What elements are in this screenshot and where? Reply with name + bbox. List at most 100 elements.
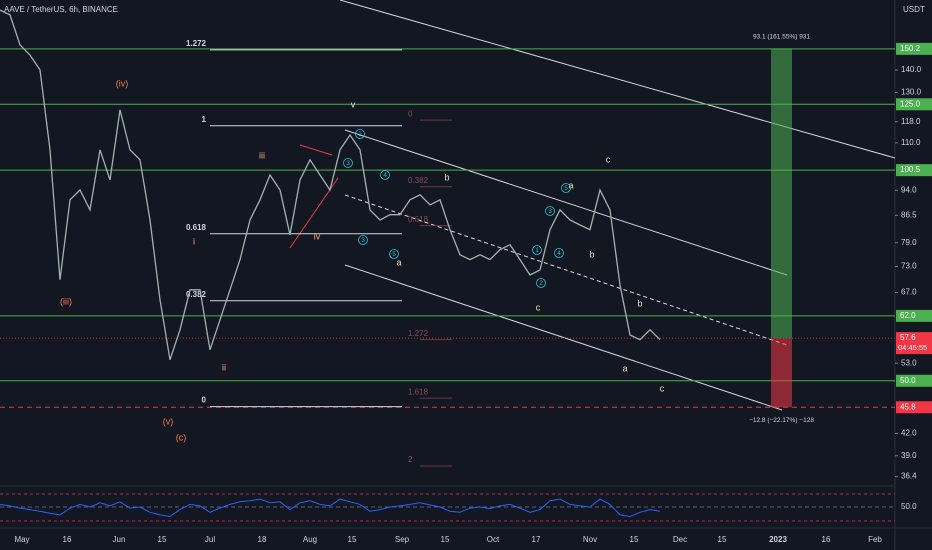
channel-line — [344, 264, 783, 411]
wave-label-circled: 3 — [548, 208, 552, 215]
fib-label: 1.272 — [186, 39, 207, 48]
wave-label-circled: 4 — [557, 250, 561, 257]
x-tick-label: Feb — [868, 535, 882, 544]
x-tick-label: 15 — [158, 535, 167, 544]
wave-circle — [380, 170, 390, 180]
drawings — [289, 0, 896, 411]
y-tick-label: 110.0 — [901, 138, 921, 147]
wave-circle — [561, 183, 571, 193]
fib-label: 0.618 — [186, 223, 207, 232]
red-line — [299, 144, 333, 156]
fib-label: 0 — [202, 396, 207, 405]
y-tick-label: 130.0 — [901, 88, 922, 97]
price-line-series — [0, 9, 661, 361]
wave-circle — [532, 245, 542, 255]
rsi-line — [0, 498, 661, 518]
fib-faded-label: 0.618 — [408, 215, 429, 224]
x-tick-label: 18 — [258, 535, 267, 544]
wave-circle — [389, 249, 399, 259]
wave-circle — [358, 235, 368, 245]
target-label: 93.1 (161.55%) 931 — [753, 34, 810, 41]
y-tick-label: 42.0 — [901, 429, 917, 438]
y-tick-label: 39.0 — [901, 451, 917, 460]
wave-label: i — [193, 236, 195, 246]
wave-label: (c) — [176, 432, 187, 442]
wave-circle — [536, 278, 546, 288]
wave-label-minor: c — [660, 383, 665, 393]
x-tick-label: 15 — [630, 535, 639, 544]
level-label: 125.0 — [900, 99, 921, 108]
wave-label: (v) — [163, 416, 174, 426]
wave-label-minor: c — [536, 302, 541, 312]
level-tag — [896, 98, 932, 111]
wave-label: (iv) — [116, 78, 129, 88]
level-tag — [896, 374, 932, 387]
fib-label: 1 — [202, 115, 207, 124]
wave-circle — [554, 248, 564, 258]
stop-tag — [896, 401, 932, 414]
wave-label-minor: c — [606, 154, 611, 164]
x-tick-label: 15 — [441, 535, 450, 544]
wave-label-circled: 3 — [346, 160, 350, 167]
wave-label: iv — [314, 231, 321, 241]
x-tick-label: Aug — [303, 535, 317, 544]
wave-label-minor: b — [444, 172, 449, 182]
x-tick-label: 16 — [822, 535, 831, 544]
wave-label-minor: v — [351, 99, 356, 109]
wave-circle — [343, 158, 353, 168]
y-tick-label: 94.0 — [901, 185, 917, 194]
x-tick-label: 16 — [63, 535, 72, 544]
wave-label: (iii) — [60, 296, 72, 306]
x-tick-label: Dec — [673, 535, 687, 544]
x-tick-label: Sep — [395, 535, 410, 544]
wave-label-circled: 1 — [535, 247, 539, 254]
x-tick-label: Jun — [113, 535, 126, 544]
wave-label-circled: 3 — [361, 237, 365, 244]
x-tick-label: Nov — [583, 535, 597, 544]
fib-faded-label: 1.272 — [408, 329, 429, 338]
fib-label: 0.382 — [186, 290, 207, 299]
y-tick-label: 79.0 — [901, 238, 917, 247]
y-tick-label: 36.4 — [901, 472, 917, 481]
level-label: 62.0 — [900, 311, 916, 320]
wave-label-minor: b — [637, 298, 642, 308]
chart-title: AAVE / TetherUS, 6h, BINANCE — [4, 5, 118, 14]
fib-faded-label: 2 — [408, 455, 413, 464]
fib-faded-label: 1.618 — [408, 387, 429, 396]
x-tick-label: Jul — [205, 535, 215, 544]
y-tick-label: 73.0 — [901, 262, 917, 271]
y-tick-label: 86.5 — [901, 210, 917, 219]
trendline — [339, 0, 896, 159]
wave-label-minor: a — [568, 180, 573, 190]
wave-label-circled: 1 — [358, 131, 362, 138]
x-tick-label: May — [14, 535, 29, 544]
level-label: 100.5 — [900, 165, 921, 174]
level-label: 150.2 — [900, 44, 921, 53]
wave-label-circled: 4 — [383, 172, 387, 179]
stop-label: 45.8 — [900, 402, 916, 411]
rsi-tick-label: 50.0 — [901, 502, 917, 511]
x-tick-label: 17 — [532, 535, 541, 544]
wave-label: ii — [222, 362, 226, 372]
wave-label-minor: a — [622, 363, 627, 373]
profit-zone — [771, 48, 792, 339]
loss-zone — [771, 338, 792, 408]
countdown: 04:45:55 — [898, 343, 927, 352]
wave-label-circled: 5 — [392, 251, 396, 258]
wave-circle — [355, 129, 365, 139]
wave-label-circled: 5 — [564, 185, 568, 192]
y-tick-label: 67.0 — [901, 288, 917, 297]
wave-label-circled: 2 — [539, 280, 543, 287]
y-tick-label: 140.0 — [901, 65, 922, 74]
level-tag — [896, 42, 932, 55]
wave-label-minor: b — [589, 249, 594, 259]
level-tag — [896, 309, 932, 322]
level-label: 50.0 — [900, 376, 916, 385]
x-tick-label: 2023 — [769, 535, 787, 544]
y-tick-label: 53.0 — [901, 358, 917, 367]
channel-line — [344, 129, 788, 276]
wave-circle — [545, 206, 555, 216]
